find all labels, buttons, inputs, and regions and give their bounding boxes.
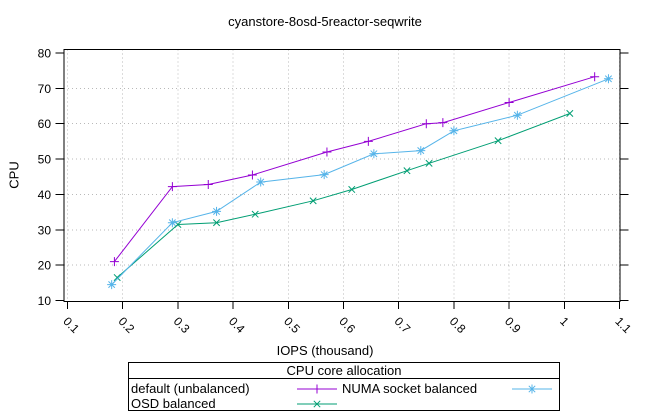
x-tick-label: 0.2 [116,314,138,336]
y-tick-label: 30 [38,223,52,237]
legend-title: CPU core allocation [129,363,559,379]
legend-label-osd-balanced: OSD balanced [131,396,216,411]
x-tick-label: 0.7 [392,314,414,336]
y-tick-label: 40 [38,188,52,202]
chart-title: cyanstore-8osd-5reactor-seqwrite [228,14,422,29]
series-numa-socket-balanced [107,74,613,290]
x-tick-label: 1.1 [612,314,634,336]
series-osd-balanced [113,109,574,282]
legend-label-numa-socket-balanced: NUMA socket balanced [342,381,478,396]
tick-labels: 10 20 30 40 50 60 70 80 0.1 0.2 0.3 0.4 0.5 0.6 0.7 0.8… [38,47,635,337]
y-tick-label: 10 [38,294,52,308]
y-tick-label: 70 [38,82,52,96]
y-axis-label: CPU [6,161,22,189]
legend-sample-line-default [297,383,337,395]
x-tick-label: 0.1 [60,314,82,336]
axes-frame [55,49,629,309]
x-tick-label: 0.8 [447,314,469,336]
y-tick-label: 60 [38,117,52,131]
legend-label-default-unbalanced: default (unbalanced) [131,381,250,396]
x-tick-label: 0.6 [336,314,358,336]
y-tick-label: 20 [38,259,52,273]
x-axis-label: IOPS (thousand) [276,343,374,358]
y-tick-label: 50 [38,153,52,167]
x-tick-label: 1 [557,314,572,329]
legend-box: CPU core allocation default (unbalanced)… [128,362,560,411]
x-tick-label: 0.4 [226,314,248,336]
series-default-unbalanced- [109,72,600,267]
x-tick-label: 0.9 [502,314,524,336]
x-tick-label: 0.3 [171,314,193,336]
x-tick-label: 0.5 [281,314,303,336]
y-tick-label: 80 [38,47,52,61]
legend-sample-line-numa [512,383,552,395]
gridlines [64,49,620,302]
legend-sample-line-osd [297,398,337,410]
